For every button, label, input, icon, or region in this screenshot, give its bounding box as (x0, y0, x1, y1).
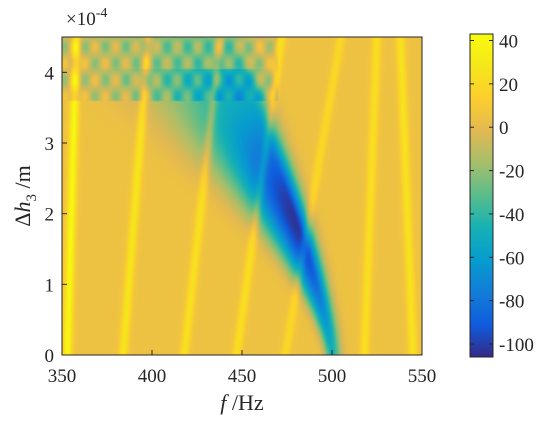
colorbar-frame (469, 33, 494, 358)
y-axis-label-sub: 3 (24, 194, 40, 202)
y-tick-label: 2 (45, 205, 55, 226)
colorbar: 40 20 0 -20 -40 -60 -80 -100 (469, 32, 534, 358)
x-axis-ticks: 350 400 450 500 550 (48, 350, 437, 387)
y-axis-label: Δh3 /m (10, 165, 40, 226)
y-scale-exponent: ×10-4 (66, 6, 107, 30)
colorbar-tick-label: -20 (499, 162, 524, 183)
y-axis-label-unit: /m (10, 165, 35, 194)
y-scale-base: ×10 (66, 9, 96, 30)
x-tick-label: 500 (318, 366, 347, 387)
y-tick-label: 1 (45, 275, 55, 296)
colorbar-tick-label: 40 (499, 32, 518, 53)
y-tick-label: 3 (45, 134, 55, 155)
heatmap-plot (61, 36, 423, 356)
y-axis-label-delta: Δ (10, 213, 35, 227)
x-axis-label-unit: /Hz (226, 390, 264, 415)
y-axis-ticks: 0 1 2 3 4 (45, 63, 67, 367)
colorbar-tick-label: 0 (499, 118, 509, 139)
x-tick-label: 350 (48, 366, 77, 387)
x-tick-label: 400 (138, 366, 167, 387)
x-tick-label: 550 (408, 366, 437, 387)
y-tick-label: 0 (45, 346, 55, 367)
colorbar-ticks: 40 20 0 -20 -40 -60 -80 -100 (470, 32, 534, 356)
colorbar-tick-label: -100 (499, 335, 534, 356)
colorbar-tick-label: -80 (499, 292, 524, 313)
colorbar-tick-label: 20 (499, 75, 518, 96)
x-axis-label: f /Hz (220, 390, 264, 415)
x-axis-label-var: f (220, 390, 229, 415)
colorbar-tick-label: -60 (499, 248, 524, 269)
x-tick-label: 450 (228, 366, 257, 387)
y-tick-label: 4 (45, 63, 55, 84)
colorbar-gradient (470, 34, 493, 357)
heatmap-image (62, 37, 422, 355)
y-axis-label-var: h (10, 202, 35, 213)
colorbar-tick-label: -40 (499, 205, 524, 226)
y-scale-power: -4 (96, 6, 108, 21)
